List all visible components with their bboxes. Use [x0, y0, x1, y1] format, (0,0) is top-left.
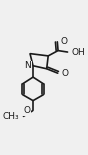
- Text: O: O: [23, 106, 30, 115]
- Text: O: O: [60, 37, 67, 46]
- Text: CH₃: CH₃: [3, 112, 19, 121]
- Text: OH: OH: [72, 48, 85, 57]
- Text: N: N: [24, 61, 31, 70]
- Text: O: O: [62, 69, 69, 78]
